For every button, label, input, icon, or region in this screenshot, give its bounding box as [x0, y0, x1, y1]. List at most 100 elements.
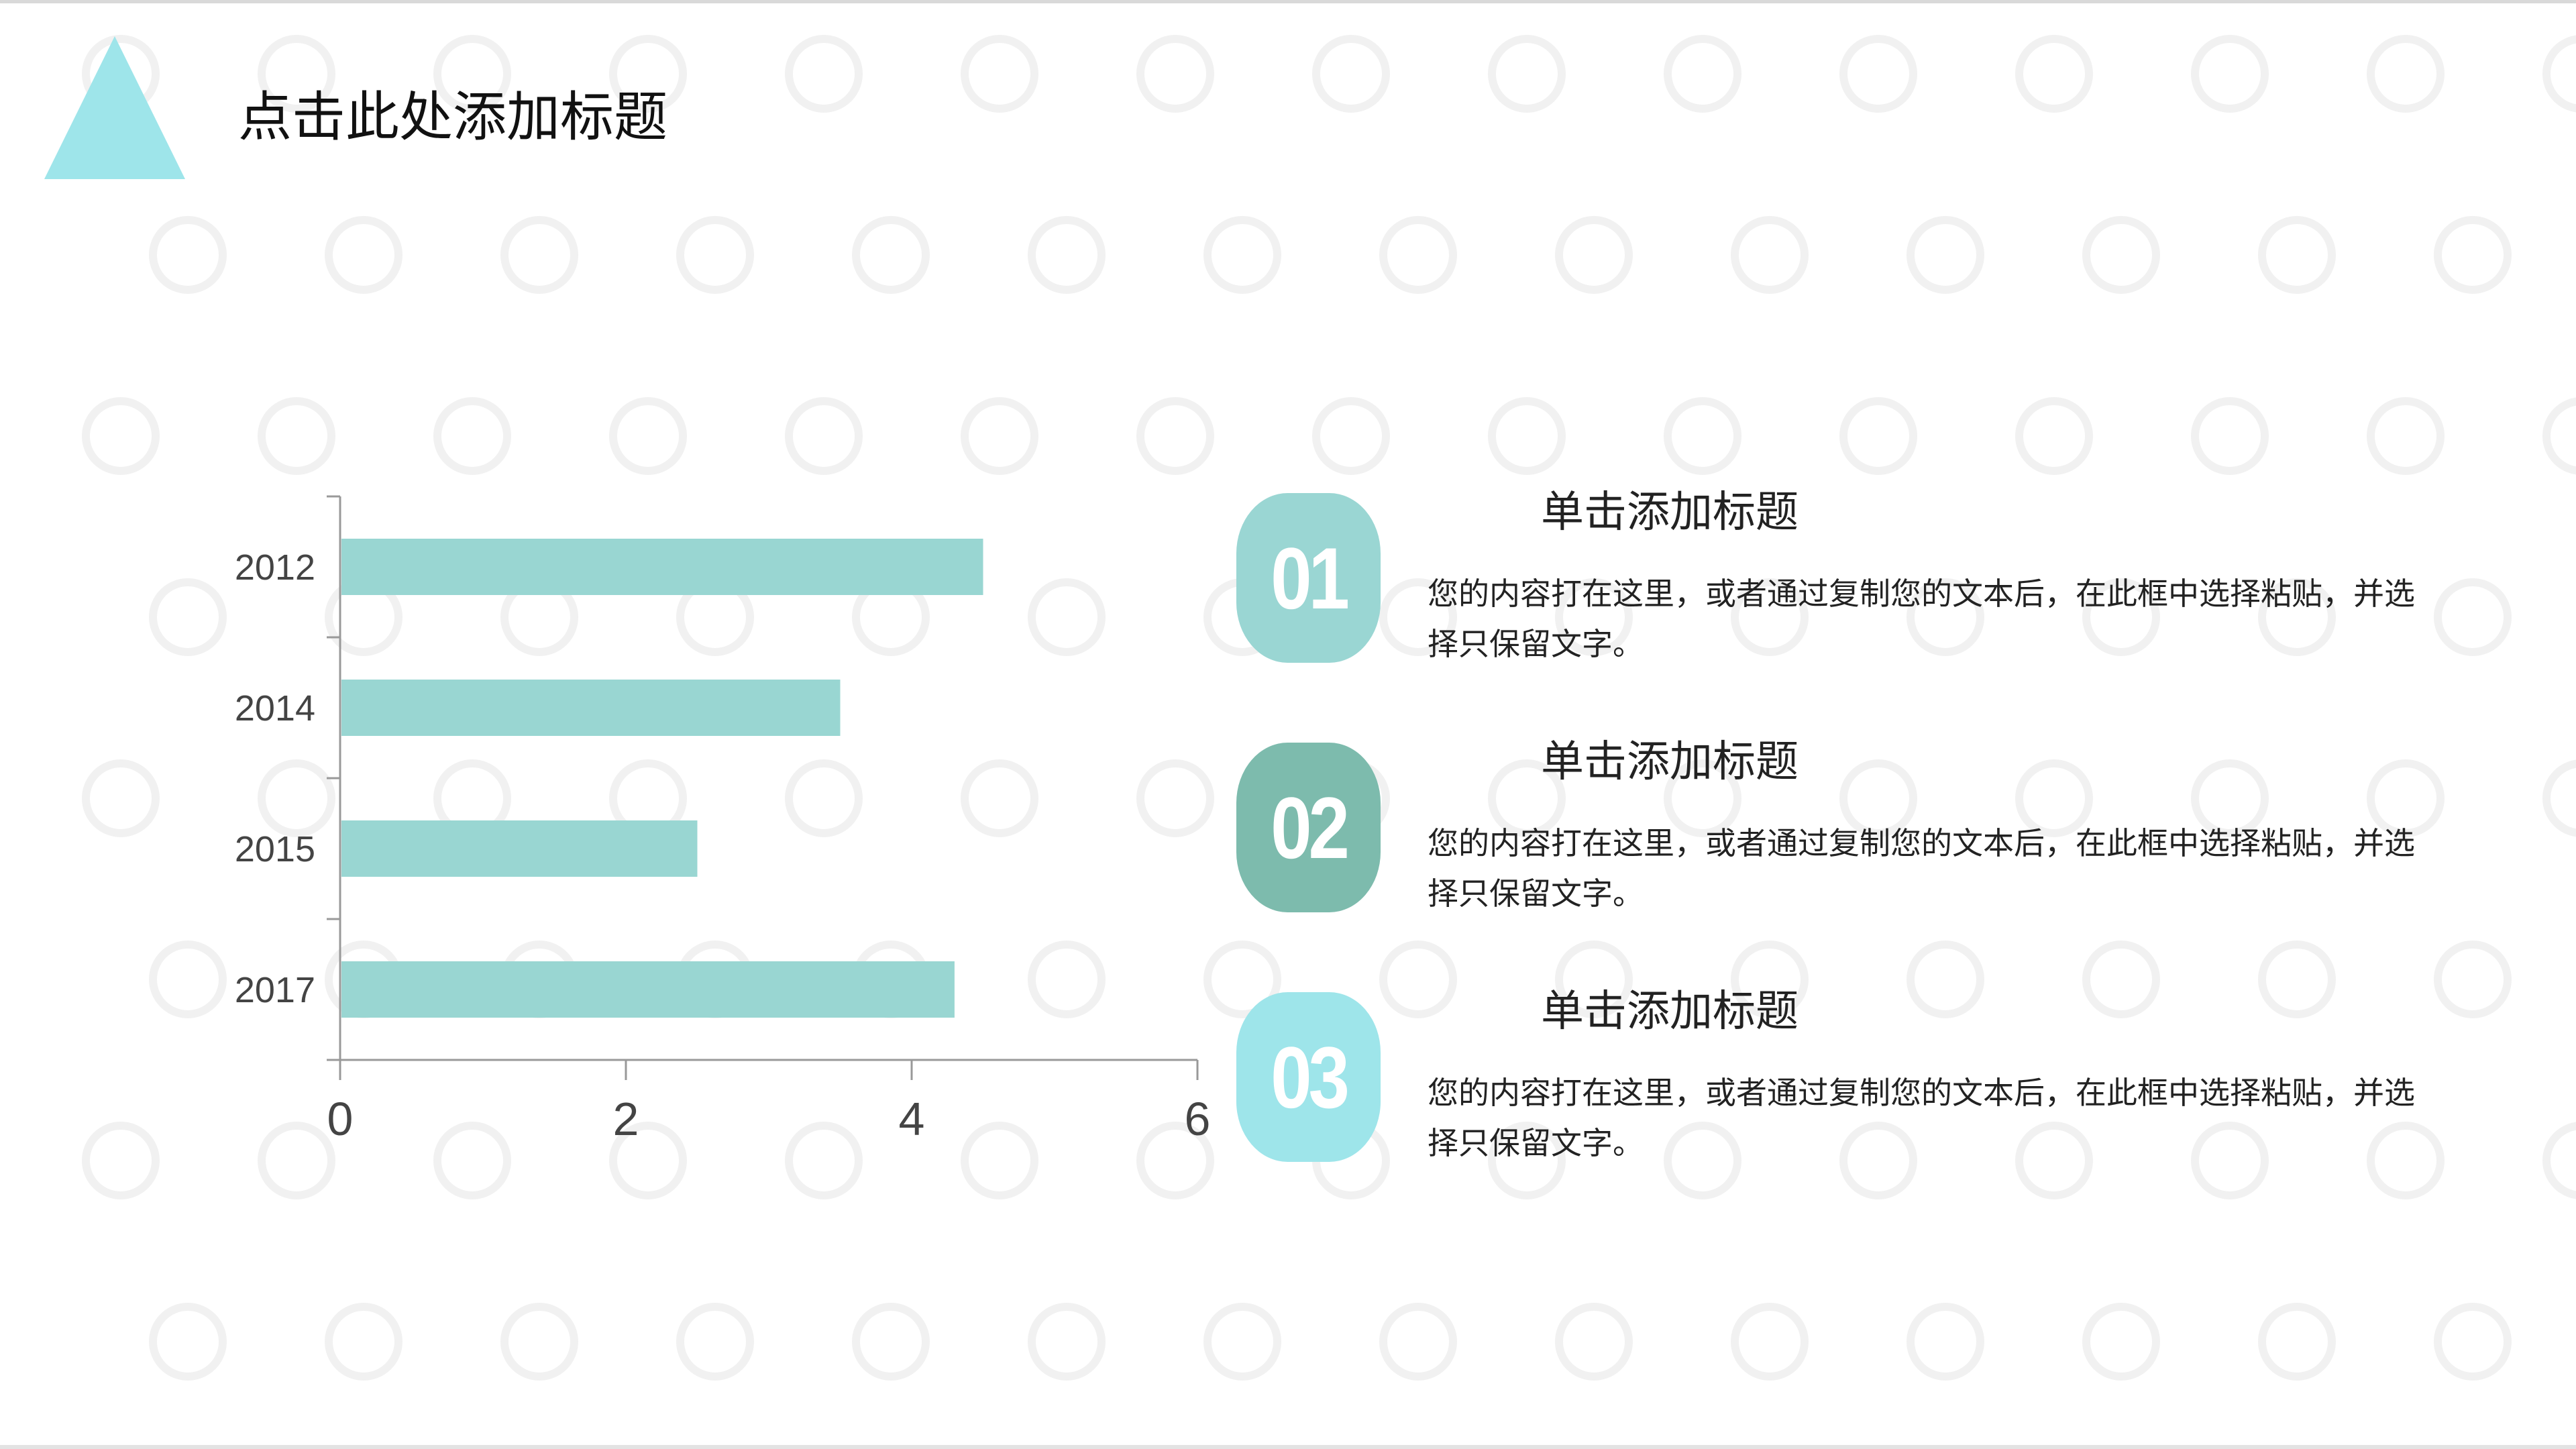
- pattern-ball-icon: [609, 35, 687, 113]
- pattern-ball-icon: [2258, 1303, 2336, 1381]
- pattern-ball-icon: [1028, 578, 1106, 656]
- pattern-ball-icon: [325, 1303, 402, 1381]
- pattern-ball-icon: [149, 941, 227, 1018]
- pattern-ball-icon: [2015, 35, 2093, 113]
- pattern-ball-icon: [1907, 216, 1984, 294]
- pattern-ball-icon: [2367, 1122, 2445, 1199]
- badge-01: 01: [1236, 493, 1381, 663]
- pattern-ball-icon: [149, 1303, 227, 1381]
- pattern-ball-icon: [1731, 216, 1809, 294]
- bottom-border: [0, 1445, 2576, 1449]
- pattern-ball-icon: [2258, 216, 2336, 294]
- pattern-ball-icon: [1379, 578, 1457, 656]
- pattern-ball-icon: [2542, 1122, 2576, 1199]
- bar-2017: [341, 961, 955, 1018]
- pattern-ball-icon: [500, 216, 578, 294]
- pattern-ball-icon: [1839, 759, 1917, 837]
- pattern-ball-icon: [1488, 759, 1566, 837]
- pattern-ball-icon: [2082, 941, 2160, 1018]
- category-label: 2015: [235, 829, 315, 869]
- x-tick-label: 2: [613, 1093, 639, 1145]
- pattern-ball-icon: [258, 759, 335, 837]
- pattern-ball-icon: [1555, 578, 1633, 656]
- pattern-ball-icon: [1731, 941, 1809, 1018]
- x-tick-label: 6: [1185, 1093, 1211, 1145]
- pattern-ball-icon: [1028, 1303, 1106, 1381]
- pattern-ball-icon: [2082, 578, 2160, 656]
- page-title[interactable]: 点击此处添加标题: [238, 86, 667, 148]
- pattern-ball-icon: [1136, 35, 1214, 113]
- pattern-ball-icon: [2367, 397, 2445, 475]
- pattern-ball-icon: [2015, 759, 2093, 837]
- x-tick-label: 0: [327, 1093, 354, 1145]
- pattern-ball-icon: [1136, 759, 1214, 837]
- pattern-ball-icon: [2191, 397, 2269, 475]
- pattern-ball-icon: [2191, 1122, 2269, 1199]
- x-tick-label: 4: [899, 1093, 925, 1145]
- pattern-ball-icon: [2367, 759, 2445, 837]
- pattern-ball-icon: [609, 1122, 687, 1199]
- item-heading[interactable]: 单击添加标题: [1541, 488, 1799, 537]
- pattern-ball-icon: [1907, 941, 1984, 1018]
- pattern-ball-icon: [1839, 1122, 1917, 1199]
- pattern-ball-icon: [433, 35, 511, 113]
- bar-2015: [341, 820, 698, 877]
- item-heading[interactable]: 单击添加标题: [1541, 737, 1799, 787]
- pattern-ball-icon: [149, 578, 227, 656]
- pattern-ball-icon: [2191, 759, 2269, 837]
- pattern-ball-icon: [82, 759, 160, 837]
- pattern-ball-icon: [676, 1303, 754, 1381]
- pattern-ball-icon: [1488, 1122, 1566, 1199]
- bar-2012: [341, 539, 983, 595]
- pattern-ball-icon: [1664, 397, 1741, 475]
- pattern-ball-icon: [2015, 1122, 2093, 1199]
- pattern-ball-icon: [785, 397, 863, 475]
- item-body[interactable]: 您的内容打在这里，或者通过复制您的文本后，在此框中选择粘贴，并选择只保留文字。: [1428, 825, 2415, 912]
- pattern-ball-icon: [2015, 397, 2093, 475]
- category-label: 2014: [235, 688, 315, 729]
- pattern-ball-icon: [1136, 397, 1214, 475]
- pattern-ball-icon: [258, 1122, 335, 1199]
- pattern-ball-icon: [258, 35, 335, 113]
- pattern-ball-icon: [2542, 35, 2576, 113]
- badge-03: 03: [1236, 992, 1381, 1162]
- pattern-ball-icon: [1555, 1303, 1633, 1381]
- pattern-ball-icon: [785, 1122, 863, 1199]
- pattern-ball-icon: [1028, 941, 1106, 1018]
- item-body[interactable]: 您的内容打在这里，或者通过复制您的文本后，在此框中选择粘贴，并选择只保留文字。: [1428, 1075, 2415, 1161]
- pattern-ball-icon: [1312, 397, 1390, 475]
- pattern-ball-icon: [1379, 1303, 1457, 1381]
- pattern-ball-icon: [785, 35, 863, 113]
- pattern-ball-icon: [1555, 216, 1633, 294]
- pattern-ball-icon: [1664, 35, 1741, 113]
- pattern-ball-icon: [1028, 216, 1106, 294]
- pattern-ball-icon: [1839, 397, 1917, 475]
- item-body[interactable]: 您的内容打在这里，或者通过复制您的文本后，在此框中选择粘贴，并选择只保留文字。: [1428, 576, 2415, 662]
- pattern-ball-icon: [1203, 216, 1281, 294]
- pattern-ball-icon: [2434, 216, 2512, 294]
- pattern-ball-icon: [961, 35, 1038, 113]
- pattern-ball-icon: [82, 397, 160, 475]
- pattern-ball-icon: [325, 216, 402, 294]
- pattern-ball-icon: [2258, 578, 2336, 656]
- triangle-decoration: [44, 36, 185, 179]
- pattern-ball-icon: [2434, 578, 2512, 656]
- pattern-ball-icon: [149, 216, 227, 294]
- pattern-ball-icon: [785, 759, 863, 837]
- pattern-ball-icon: [2258, 941, 2336, 1018]
- pattern-ball-icon: [1907, 1303, 1984, 1381]
- pattern-ball-icon: [1203, 1303, 1281, 1381]
- pattern-ball-icon: [2082, 1303, 2160, 1381]
- category-label: 2012: [235, 547, 315, 588]
- bar-2014: [341, 680, 841, 736]
- pattern-ball-icon: [2367, 35, 2445, 113]
- pattern-ball-icon: [1488, 35, 1566, 113]
- pattern-ball-icon: [433, 397, 511, 475]
- pattern-ball-icon: [961, 1122, 1038, 1199]
- item-heading[interactable]: 单击添加标题: [1541, 987, 1799, 1036]
- pattern-ball-icon: [1379, 941, 1457, 1018]
- pattern-ball-icon: [852, 216, 930, 294]
- pattern-ball-icon: [961, 397, 1038, 475]
- top-border: [0, 0, 2576, 3]
